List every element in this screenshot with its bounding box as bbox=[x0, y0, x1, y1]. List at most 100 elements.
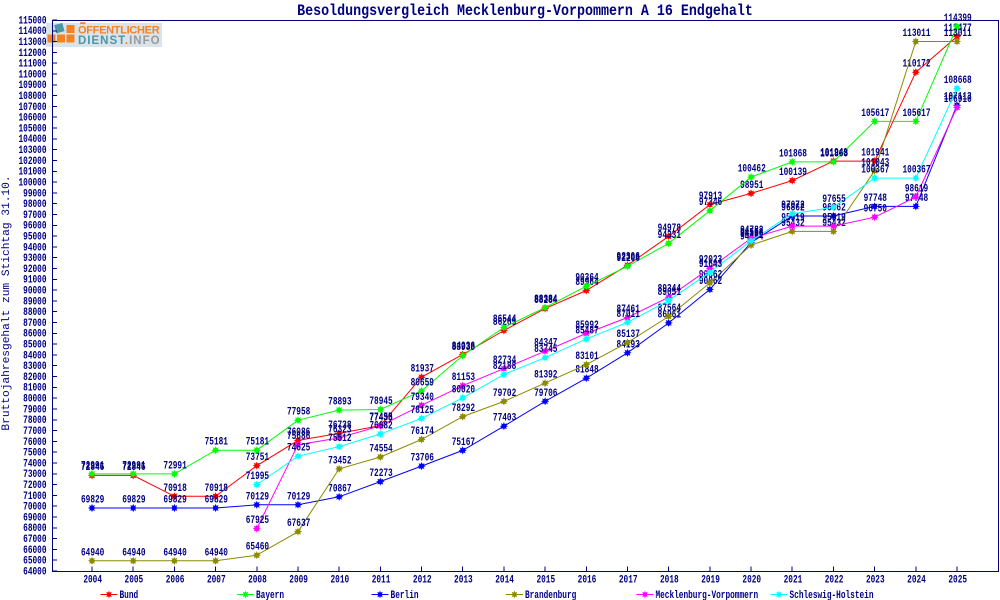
svg-text:84036: 84036 bbox=[452, 340, 476, 353]
svg-text:2009: 2009 bbox=[289, 573, 308, 586]
svg-text:Brandenburg: Brandenburg bbox=[525, 589, 577, 600]
svg-text:72000: 72000 bbox=[23, 479, 47, 492]
svg-text:2014: 2014 bbox=[495, 573, 514, 586]
svg-text:80020: 80020 bbox=[452, 383, 476, 396]
svg-text:85137: 85137 bbox=[617, 328, 641, 341]
svg-text:78000: 78000 bbox=[23, 414, 47, 427]
svg-text:87461: 87461 bbox=[617, 303, 641, 316]
svg-text:89964: 89964 bbox=[575, 276, 599, 289]
svg-text:82000: 82000 bbox=[23, 371, 47, 384]
svg-text:89344: 89344 bbox=[658, 282, 682, 295]
svg-text:2021: 2021 bbox=[784, 573, 803, 586]
svg-text:74554: 74554 bbox=[369, 442, 393, 455]
svg-text:87000: 87000 bbox=[23, 317, 47, 330]
svg-text:101941: 101941 bbox=[861, 146, 889, 159]
svg-text:88000: 88000 bbox=[23, 306, 47, 319]
svg-text:79702: 79702 bbox=[493, 387, 517, 400]
svg-text:2015: 2015 bbox=[536, 573, 555, 586]
svg-text:79340: 79340 bbox=[411, 391, 435, 404]
svg-text:76000: 76000 bbox=[23, 436, 47, 449]
svg-text:78292: 78292 bbox=[452, 402, 476, 415]
svg-text:67637: 67637 bbox=[287, 517, 311, 530]
svg-text:85487: 85487 bbox=[575, 324, 599, 337]
svg-text:94331: 94331 bbox=[658, 229, 682, 242]
svg-text:109000: 109000 bbox=[19, 79, 47, 92]
svg-text:95000: 95000 bbox=[23, 230, 47, 243]
svg-text:76086: 76086 bbox=[287, 426, 311, 439]
svg-text:72846: 72846 bbox=[122, 461, 146, 474]
svg-text:83101: 83101 bbox=[575, 350, 599, 363]
svg-text:70918: 70918 bbox=[163, 482, 187, 495]
svg-text:100367: 100367 bbox=[903, 163, 931, 176]
svg-text:77403: 77403 bbox=[493, 411, 517, 424]
svg-text:97346: 97346 bbox=[699, 196, 723, 209]
svg-text:114000: 114000 bbox=[19, 25, 47, 38]
svg-text:83000: 83000 bbox=[23, 360, 47, 373]
svg-text:84347: 84347 bbox=[534, 336, 558, 349]
svg-text:97913: 97913 bbox=[699, 190, 723, 203]
svg-text:69000: 69000 bbox=[23, 511, 47, 524]
svg-text:101043: 101043 bbox=[861, 156, 889, 169]
svg-text:70867: 70867 bbox=[328, 482, 352, 495]
svg-text:108668: 108668 bbox=[944, 74, 972, 87]
svg-text:107000: 107000 bbox=[19, 101, 47, 114]
svg-text:113011: 113011 bbox=[903, 27, 931, 40]
svg-text:70000: 70000 bbox=[23, 500, 47, 513]
svg-text:77438: 77438 bbox=[369, 411, 393, 424]
svg-text:69829: 69829 bbox=[81, 493, 105, 506]
svg-text:64940: 64940 bbox=[122, 546, 146, 559]
svg-text:92206: 92206 bbox=[617, 252, 641, 265]
svg-text:111000: 111000 bbox=[19, 57, 47, 70]
svg-text:70918: 70918 bbox=[205, 482, 229, 495]
svg-text:72273: 72273 bbox=[369, 467, 393, 480]
svg-text:97072: 97072 bbox=[781, 199, 805, 212]
svg-text:75512: 75512 bbox=[328, 432, 352, 445]
svg-text:DIENST.INFO: DIENST.INFO bbox=[78, 35, 161, 47]
svg-text:75181: 75181 bbox=[205, 435, 229, 448]
svg-text:88384: 88384 bbox=[534, 293, 558, 306]
svg-text:105617: 105617 bbox=[903, 107, 931, 120]
svg-text:72991: 72991 bbox=[81, 459, 105, 472]
svg-text:76174: 76174 bbox=[411, 425, 435, 438]
svg-text:92023: 92023 bbox=[699, 253, 723, 266]
svg-text:80000: 80000 bbox=[23, 392, 47, 405]
svg-text:75181: 75181 bbox=[246, 435, 270, 448]
svg-text:94782: 94782 bbox=[740, 224, 764, 237]
svg-text:98619: 98619 bbox=[905, 182, 929, 195]
svg-text:102000: 102000 bbox=[19, 155, 47, 168]
svg-text:90000: 90000 bbox=[23, 284, 47, 297]
svg-text:71000: 71000 bbox=[23, 490, 47, 503]
svg-text:2025: 2025 bbox=[948, 573, 967, 586]
svg-text:105617: 105617 bbox=[861, 107, 889, 120]
svg-text:2023: 2023 bbox=[866, 573, 885, 586]
svg-text:106000: 106000 bbox=[19, 111, 47, 124]
svg-text:2007: 2007 bbox=[207, 573, 226, 586]
svg-text:65460: 65460 bbox=[246, 540, 270, 553]
svg-text:Bruttojahresgehalt zum Stichta: Bruttojahresgehalt zum Stichtag 31.10. bbox=[1, 175, 13, 430]
svg-text:2011: 2011 bbox=[372, 573, 391, 586]
svg-text:Bund: Bund bbox=[120, 589, 139, 600]
svg-text:88284: 88284 bbox=[534, 294, 558, 307]
svg-text:78893: 78893 bbox=[328, 395, 352, 408]
svg-text:74625: 74625 bbox=[287, 441, 311, 454]
svg-text:112000: 112000 bbox=[19, 47, 47, 60]
svg-text:64940: 64940 bbox=[163, 546, 187, 559]
svg-text:64940: 64940 bbox=[205, 546, 229, 559]
svg-text:81153: 81153 bbox=[452, 371, 476, 384]
svg-text:114399: 114399 bbox=[944, 12, 972, 25]
svg-text:OFFENTLICHER: OFFENTLICHER bbox=[78, 25, 160, 37]
svg-text:Schleswig-Holstein: Schleswig-Holstein bbox=[789, 589, 873, 600]
svg-text:75686: 75686 bbox=[287, 430, 311, 443]
svg-text:2016: 2016 bbox=[578, 573, 597, 586]
svg-text:86265: 86265 bbox=[493, 316, 517, 329]
svg-text:73751: 73751 bbox=[246, 451, 270, 464]
svg-text:81392: 81392 bbox=[534, 368, 558, 381]
svg-text:94978: 94978 bbox=[658, 222, 682, 235]
svg-text:92306: 92306 bbox=[617, 250, 641, 263]
svg-text:101000: 101000 bbox=[19, 165, 47, 178]
svg-text:96862: 96862 bbox=[781, 201, 805, 214]
svg-text:97655: 97655 bbox=[822, 193, 846, 206]
svg-text:89000: 89000 bbox=[23, 295, 47, 308]
svg-text:73452: 73452 bbox=[328, 454, 352, 467]
svg-text:83745: 83745 bbox=[534, 343, 558, 356]
